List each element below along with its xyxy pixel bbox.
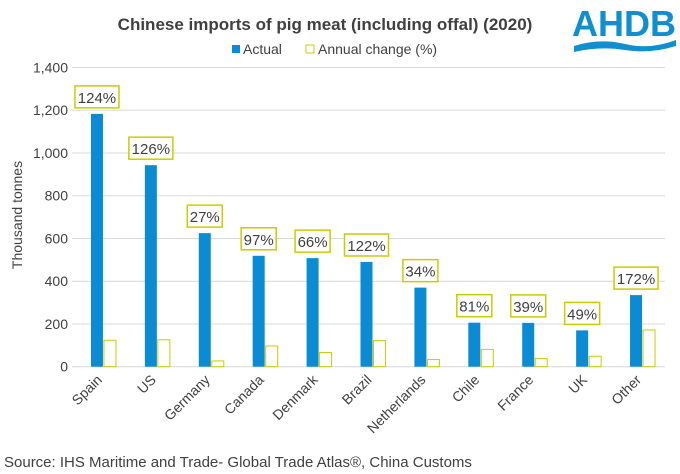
- data-label: 27%: [190, 209, 220, 226]
- bar-annual-change: [373, 340, 386, 368]
- x-tick-label: Germany: [161, 372, 213, 424]
- y-tick-label: 1,400: [33, 60, 68, 76]
- y-tick-label: 1,200: [33, 102, 68, 118]
- data-label: 172%: [617, 271, 655, 288]
- y-tick-label: 800: [45, 188, 69, 204]
- y-tick-label: 200: [45, 316, 69, 332]
- bar-annual-change: [103, 339, 117, 368]
- x-tick-label: Chile: [449, 371, 483, 405]
- legend-label-annual-change: Annual change (%): [318, 41, 437, 57]
- bar-actual: [252, 255, 265, 367]
- bar-annual-change: [588, 355, 602, 368]
- legend-swatch-annual-change: [305, 44, 315, 54]
- bar-annual-change: [534, 357, 548, 368]
- bar-annual-change: [642, 329, 656, 368]
- y-tick-label: 400: [45, 273, 69, 289]
- bar-annual-change: [319, 352, 333, 368]
- bar-annual-change: [265, 345, 279, 368]
- data-label: 34%: [405, 264, 435, 281]
- bar-actual: [576, 330, 589, 367]
- data-label: 126%: [132, 141, 170, 158]
- x-tick-label: Brazil: [339, 372, 375, 408]
- data-label: 49%: [567, 306, 597, 323]
- data-label-box: [509, 294, 547, 318]
- bar-annual-change: [426, 358, 440, 368]
- bar-actual: [306, 258, 319, 367]
- legend-label-actual: Actual: [243, 41, 282, 57]
- data-label-box: [74, 85, 120, 109]
- x-tick-label: Netherlands: [364, 372, 429, 437]
- bar-actual: [630, 295, 643, 367]
- y-tick-label: 0: [60, 359, 68, 375]
- data-label-box: [343, 233, 390, 257]
- logo-text: AHDB: [572, 3, 676, 44]
- y-tick-label: 600: [45, 230, 69, 246]
- data-label-box: [294, 229, 331, 253]
- bar-actual: [90, 113, 103, 367]
- data-label: 66%: [298, 234, 328, 251]
- y-axis-label: Thousand tonnes: [9, 161, 25, 269]
- data-label: 97%: [244, 232, 274, 249]
- logo-wave-icon: [574, 40, 676, 52]
- y-tick-label: 1,000: [33, 145, 68, 161]
- x-tick-label: Canada: [221, 371, 267, 417]
- bar-actual: [198, 233, 211, 367]
- data-label-box: [128, 136, 174, 160]
- legend: Actual Annual change (%): [232, 41, 437, 57]
- bar-actual: [468, 322, 481, 367]
- data-label: 81%: [459, 299, 489, 316]
- bar-actual: [414, 287, 427, 367]
- legend-swatch-actual: [232, 45, 240, 53]
- data-label-box: [456, 293, 493, 318]
- data-label-box: [563, 301, 601, 326]
- x-tick-label: Spain: [68, 372, 105, 409]
- bar-annual-change: [211, 360, 225, 368]
- bar-actual: [522, 322, 535, 367]
- data-label-box: [186, 204, 224, 228]
- source-note: Source: IHS Maritime and Trade- Global T…: [4, 454, 472, 471]
- x-tick-label: UK: [565, 371, 591, 397]
- x-tick-label: Denmark: [269, 371, 321, 423]
- data-label-box: [613, 266, 659, 290]
- x-tick-label: US: [134, 372, 159, 397]
- bar-annual-change: [157, 339, 171, 368]
- bar-actual: [144, 165, 157, 367]
- data-label: 122%: [347, 238, 385, 255]
- data-label-box: [240, 227, 277, 251]
- x-tick-label: Other: [608, 371, 644, 407]
- ahdb-logo: AHDB: [572, 3, 676, 52]
- chart-title: Chinese imports of pig meat (including o…: [118, 15, 533, 34]
- data-label-box: [402, 258, 439, 283]
- bar-annual-change: [480, 348, 494, 368]
- data-label: 124%: [78, 90, 116, 107]
- x-tick-label: France: [494, 371, 536, 413]
- bar-actual: [360, 261, 373, 367]
- data-label: 39%: [513, 299, 543, 316]
